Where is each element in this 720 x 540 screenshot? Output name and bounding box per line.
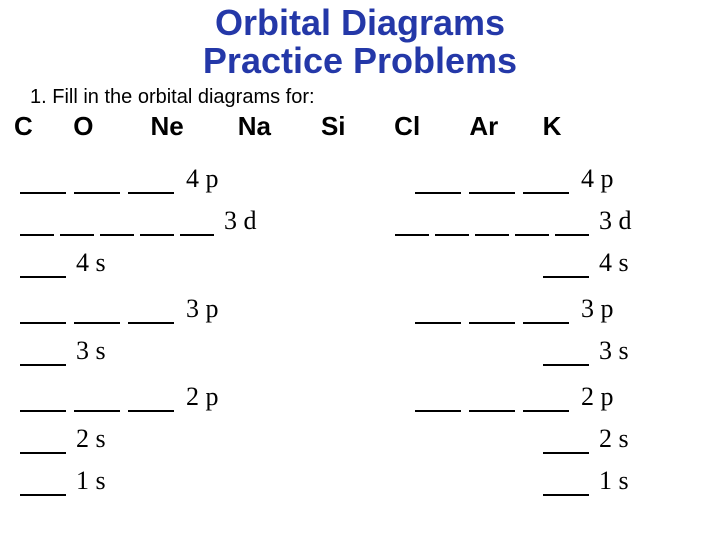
- blank-3d[interactable]: [395, 214, 429, 236]
- title-line-2: Practice Problems: [203, 40, 517, 81]
- row-3p-left: 3 p: [20, 278, 365, 324]
- label-3s: 3 s: [76, 336, 106, 366]
- blank-2s[interactable]: [543, 432, 589, 454]
- label-3p: 3 p: [581, 294, 614, 324]
- element-ar: Ar: [469, 111, 535, 142]
- blank-2p[interactable]: [469, 390, 515, 412]
- element-na: Na: [238, 111, 314, 142]
- row-3d-left: 3 d: [20, 194, 365, 236]
- label-3p: 3 p: [186, 294, 219, 324]
- blank-4p[interactable]: [128, 172, 174, 194]
- row-3p-right: 3 p: [375, 278, 720, 324]
- label-3d: 3 d: [224, 206, 257, 236]
- blank-2p[interactable]: [415, 390, 461, 412]
- row-3d-right: 3 d: [375, 194, 720, 236]
- blank-3p[interactable]: [469, 302, 515, 324]
- blank-2p[interactable]: [128, 390, 174, 412]
- row-4p-right: 4 p: [375, 148, 720, 194]
- row-2s-left: 2 s: [20, 412, 365, 454]
- blank-3d[interactable]: [475, 214, 509, 236]
- blank-3d[interactable]: [435, 214, 469, 236]
- blank-3d[interactable]: [515, 214, 549, 236]
- instruction-text: 1. Fill in the orbital diagrams for:: [30, 86, 720, 109]
- blank-3s[interactable]: [543, 344, 589, 366]
- label-1s: 1 s: [76, 466, 106, 496]
- row-4s-left: 4 s: [20, 236, 365, 278]
- element-k: K: [543, 111, 562, 142]
- blank-3d[interactable]: [555, 214, 589, 236]
- label-4s: 4 s: [76, 248, 106, 278]
- blank-1s[interactable]: [20, 474, 66, 496]
- label-4p: 4 p: [581, 164, 614, 194]
- blank-4s[interactable]: [543, 256, 589, 278]
- label-2p: 2 p: [581, 382, 614, 412]
- blank-4s[interactable]: [20, 256, 66, 278]
- label-1s: 1 s: [599, 466, 629, 496]
- element-si: Si: [321, 111, 387, 142]
- blank-3d[interactable]: [100, 214, 134, 236]
- blank-3p[interactable]: [74, 302, 120, 324]
- orbital-column-left: 4 p 3 d 4 s 3 p 3 s: [20, 148, 365, 496]
- blank-1s[interactable]: [543, 474, 589, 496]
- blank-3d[interactable]: [140, 214, 174, 236]
- blank-3d[interactable]: [180, 214, 214, 236]
- blank-4p[interactable]: [415, 172, 461, 194]
- element-list: C O Ne Na Si Cl Ar K: [14, 111, 720, 142]
- blank-2s[interactable]: [20, 432, 66, 454]
- blank-4p[interactable]: [469, 172, 515, 194]
- element-o: O: [73, 111, 143, 142]
- row-2p-left: 2 p: [20, 366, 365, 412]
- row-1s-right: 1 s: [375, 454, 720, 496]
- row-1s-left: 1 s: [20, 454, 365, 496]
- label-2p: 2 p: [186, 382, 219, 412]
- label-2s: 2 s: [76, 424, 106, 454]
- title-line-1: Orbital Diagrams: [215, 2, 505, 43]
- element-ne: Ne: [150, 111, 230, 142]
- blank-3s[interactable]: [20, 344, 66, 366]
- row-4s-right: 4 s: [375, 236, 720, 278]
- element-c: C: [14, 111, 66, 142]
- label-4p: 4 p: [186, 164, 219, 194]
- blank-2p[interactable]: [74, 390, 120, 412]
- element-cl: Cl: [394, 111, 462, 142]
- blank-3d[interactable]: [60, 214, 94, 236]
- label-3s: 3 s: [599, 336, 629, 366]
- row-3s-left: 3 s: [20, 324, 365, 366]
- blank-3p[interactable]: [415, 302, 461, 324]
- blank-3d[interactable]: [20, 214, 54, 236]
- blank-4p[interactable]: [523, 172, 569, 194]
- row-2s-right: 2 s: [375, 412, 720, 454]
- blank-3p[interactable]: [128, 302, 174, 324]
- page-title: Orbital Diagrams Practice Problems: [0, 0, 720, 80]
- row-2p-right: 2 p: [375, 366, 720, 412]
- blank-4p[interactable]: [20, 172, 66, 194]
- orbital-columns: 4 p 3 d 4 s 3 p 3 s: [0, 148, 720, 496]
- row-4p-left: 4 p: [20, 148, 365, 194]
- label-2s: 2 s: [599, 424, 629, 454]
- blank-4p[interactable]: [74, 172, 120, 194]
- blank-3p[interactable]: [20, 302, 66, 324]
- label-3d: 3 d: [599, 206, 632, 236]
- blank-2p[interactable]: [20, 390, 66, 412]
- blank-2p[interactable]: [523, 390, 569, 412]
- blank-3p[interactable]: [523, 302, 569, 324]
- orbital-column-right: 4 p 3 d 4 s 3 p: [375, 148, 720, 496]
- row-3s-right: 3 s: [375, 324, 720, 366]
- label-4s: 4 s: [599, 248, 629, 278]
